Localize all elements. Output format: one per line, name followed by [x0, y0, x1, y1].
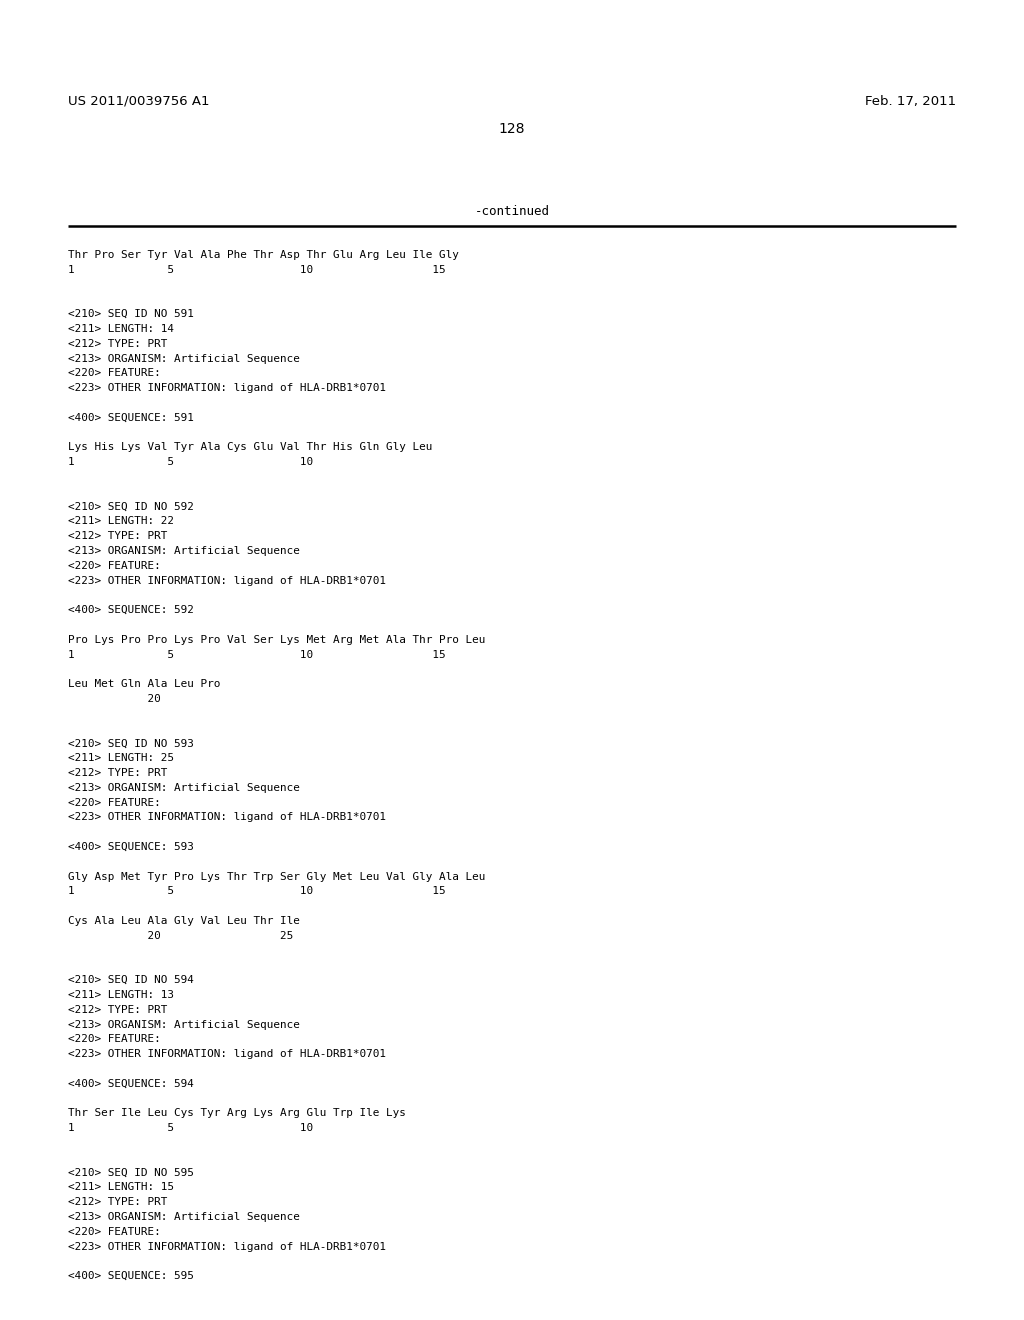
Text: <212> TYPE: PRT: <212> TYPE: PRT [68, 1197, 167, 1208]
Text: 20: 20 [68, 694, 161, 704]
Text: Thr Pro Ser Tyr Val Ala Phe Thr Asp Thr Glu Arg Leu Ile Gly: Thr Pro Ser Tyr Val Ala Phe Thr Asp Thr … [68, 249, 459, 260]
Text: <220> FEATURE:: <220> FEATURE: [68, 1226, 161, 1237]
Text: <220> FEATURE:: <220> FEATURE: [68, 561, 161, 570]
Text: <213> ORGANISM: Artificial Sequence: <213> ORGANISM: Artificial Sequence [68, 1212, 300, 1222]
Text: <210> SEQ ID NO 592: <210> SEQ ID NO 592 [68, 502, 194, 512]
Text: <212> TYPE: PRT: <212> TYPE: PRT [68, 531, 167, 541]
Text: <223> OTHER INFORMATION: ligand of HLA-DRB1*0701: <223> OTHER INFORMATION: ligand of HLA-D… [68, 576, 386, 586]
Text: 1              5                   10: 1 5 10 [68, 1123, 313, 1133]
Text: <211> LENGTH: 25: <211> LENGTH: 25 [68, 754, 174, 763]
Text: 1              5                   10                  15: 1 5 10 15 [68, 887, 445, 896]
Text: <211> LENGTH: 14: <211> LENGTH: 14 [68, 323, 174, 334]
Text: <213> ORGANISM: Artificial Sequence: <213> ORGANISM: Artificial Sequence [68, 354, 300, 363]
Text: 1              5                   10                  15: 1 5 10 15 [68, 649, 445, 660]
Text: Cys Ala Leu Ala Gly Val Leu Thr Ile: Cys Ala Leu Ala Gly Val Leu Thr Ile [68, 916, 300, 927]
Text: <400> SEQUENCE: 594: <400> SEQUENCE: 594 [68, 1078, 194, 1089]
Text: Lys His Lys Val Tyr Ala Cys Glu Val Thr His Gln Gly Leu: Lys His Lys Val Tyr Ala Cys Glu Val Thr … [68, 442, 432, 453]
Text: <210> SEQ ID NO 591: <210> SEQ ID NO 591 [68, 309, 194, 319]
Text: <212> TYPE: PRT: <212> TYPE: PRT [68, 768, 167, 777]
Text: <400> SEQUENCE: 591: <400> SEQUENCE: 591 [68, 413, 194, 422]
Text: 1              5                   10: 1 5 10 [68, 457, 313, 467]
Text: 1              5                   10                  15: 1 5 10 15 [68, 265, 445, 275]
Text: <212> TYPE: PRT: <212> TYPE: PRT [68, 1005, 167, 1015]
Text: US 2011/0039756 A1: US 2011/0039756 A1 [68, 95, 210, 108]
Text: Thr Ser Ile Leu Cys Tyr Arg Lys Arg Glu Trp Ile Lys: Thr Ser Ile Leu Cys Tyr Arg Lys Arg Glu … [68, 1109, 406, 1118]
Text: <213> ORGANISM: Artificial Sequence: <213> ORGANISM: Artificial Sequence [68, 1019, 300, 1030]
Text: <223> OTHER INFORMATION: ligand of HLA-DRB1*0701: <223> OTHER INFORMATION: ligand of HLA-D… [68, 1049, 386, 1059]
Text: <210> SEQ ID NO 594: <210> SEQ ID NO 594 [68, 975, 194, 985]
Text: <223> OTHER INFORMATION: ligand of HLA-DRB1*0701: <223> OTHER INFORMATION: ligand of HLA-D… [68, 812, 386, 822]
Text: Leu Met Gln Ala Leu Pro: Leu Met Gln Ala Leu Pro [68, 680, 220, 689]
Text: Feb. 17, 2011: Feb. 17, 2011 [865, 95, 956, 108]
Text: <220> FEATURE:: <220> FEATURE: [68, 1035, 161, 1044]
Text: <220> FEATURE:: <220> FEATURE: [68, 368, 161, 379]
Text: 128: 128 [499, 121, 525, 136]
Text: <223> OTHER INFORMATION: ligand of HLA-DRB1*0701: <223> OTHER INFORMATION: ligand of HLA-D… [68, 1242, 386, 1251]
Text: -continued: -continued [474, 205, 550, 218]
Text: <400> SEQUENCE: 595: <400> SEQUENCE: 595 [68, 1271, 194, 1282]
Text: Gly Asp Met Tyr Pro Lys Thr Trp Ser Gly Met Leu Val Gly Ala Leu: Gly Asp Met Tyr Pro Lys Thr Trp Ser Gly … [68, 871, 485, 882]
Text: <210> SEQ ID NO 593: <210> SEQ ID NO 593 [68, 738, 194, 748]
Text: <213> ORGANISM: Artificial Sequence: <213> ORGANISM: Artificial Sequence [68, 546, 300, 556]
Text: <400> SEQUENCE: 593: <400> SEQUENCE: 593 [68, 842, 194, 851]
Text: <211> LENGTH: 13: <211> LENGTH: 13 [68, 990, 174, 1001]
Text: <211> LENGTH: 15: <211> LENGTH: 15 [68, 1183, 174, 1192]
Text: 20                  25: 20 25 [68, 931, 293, 941]
Text: <213> ORGANISM: Artificial Sequence: <213> ORGANISM: Artificial Sequence [68, 783, 300, 793]
Text: <211> LENGTH: 22: <211> LENGTH: 22 [68, 516, 174, 527]
Text: Pro Lys Pro Pro Lys Pro Val Ser Lys Met Arg Met Ala Thr Pro Leu: Pro Lys Pro Pro Lys Pro Val Ser Lys Met … [68, 635, 485, 644]
Text: <223> OTHER INFORMATION: ligand of HLA-DRB1*0701: <223> OTHER INFORMATION: ligand of HLA-D… [68, 383, 386, 393]
Text: <220> FEATURE:: <220> FEATURE: [68, 797, 161, 808]
Text: <400> SEQUENCE: 592: <400> SEQUENCE: 592 [68, 605, 194, 615]
Text: <212> TYPE: PRT: <212> TYPE: PRT [68, 339, 167, 348]
Text: <210> SEQ ID NO 595: <210> SEQ ID NO 595 [68, 1168, 194, 1177]
